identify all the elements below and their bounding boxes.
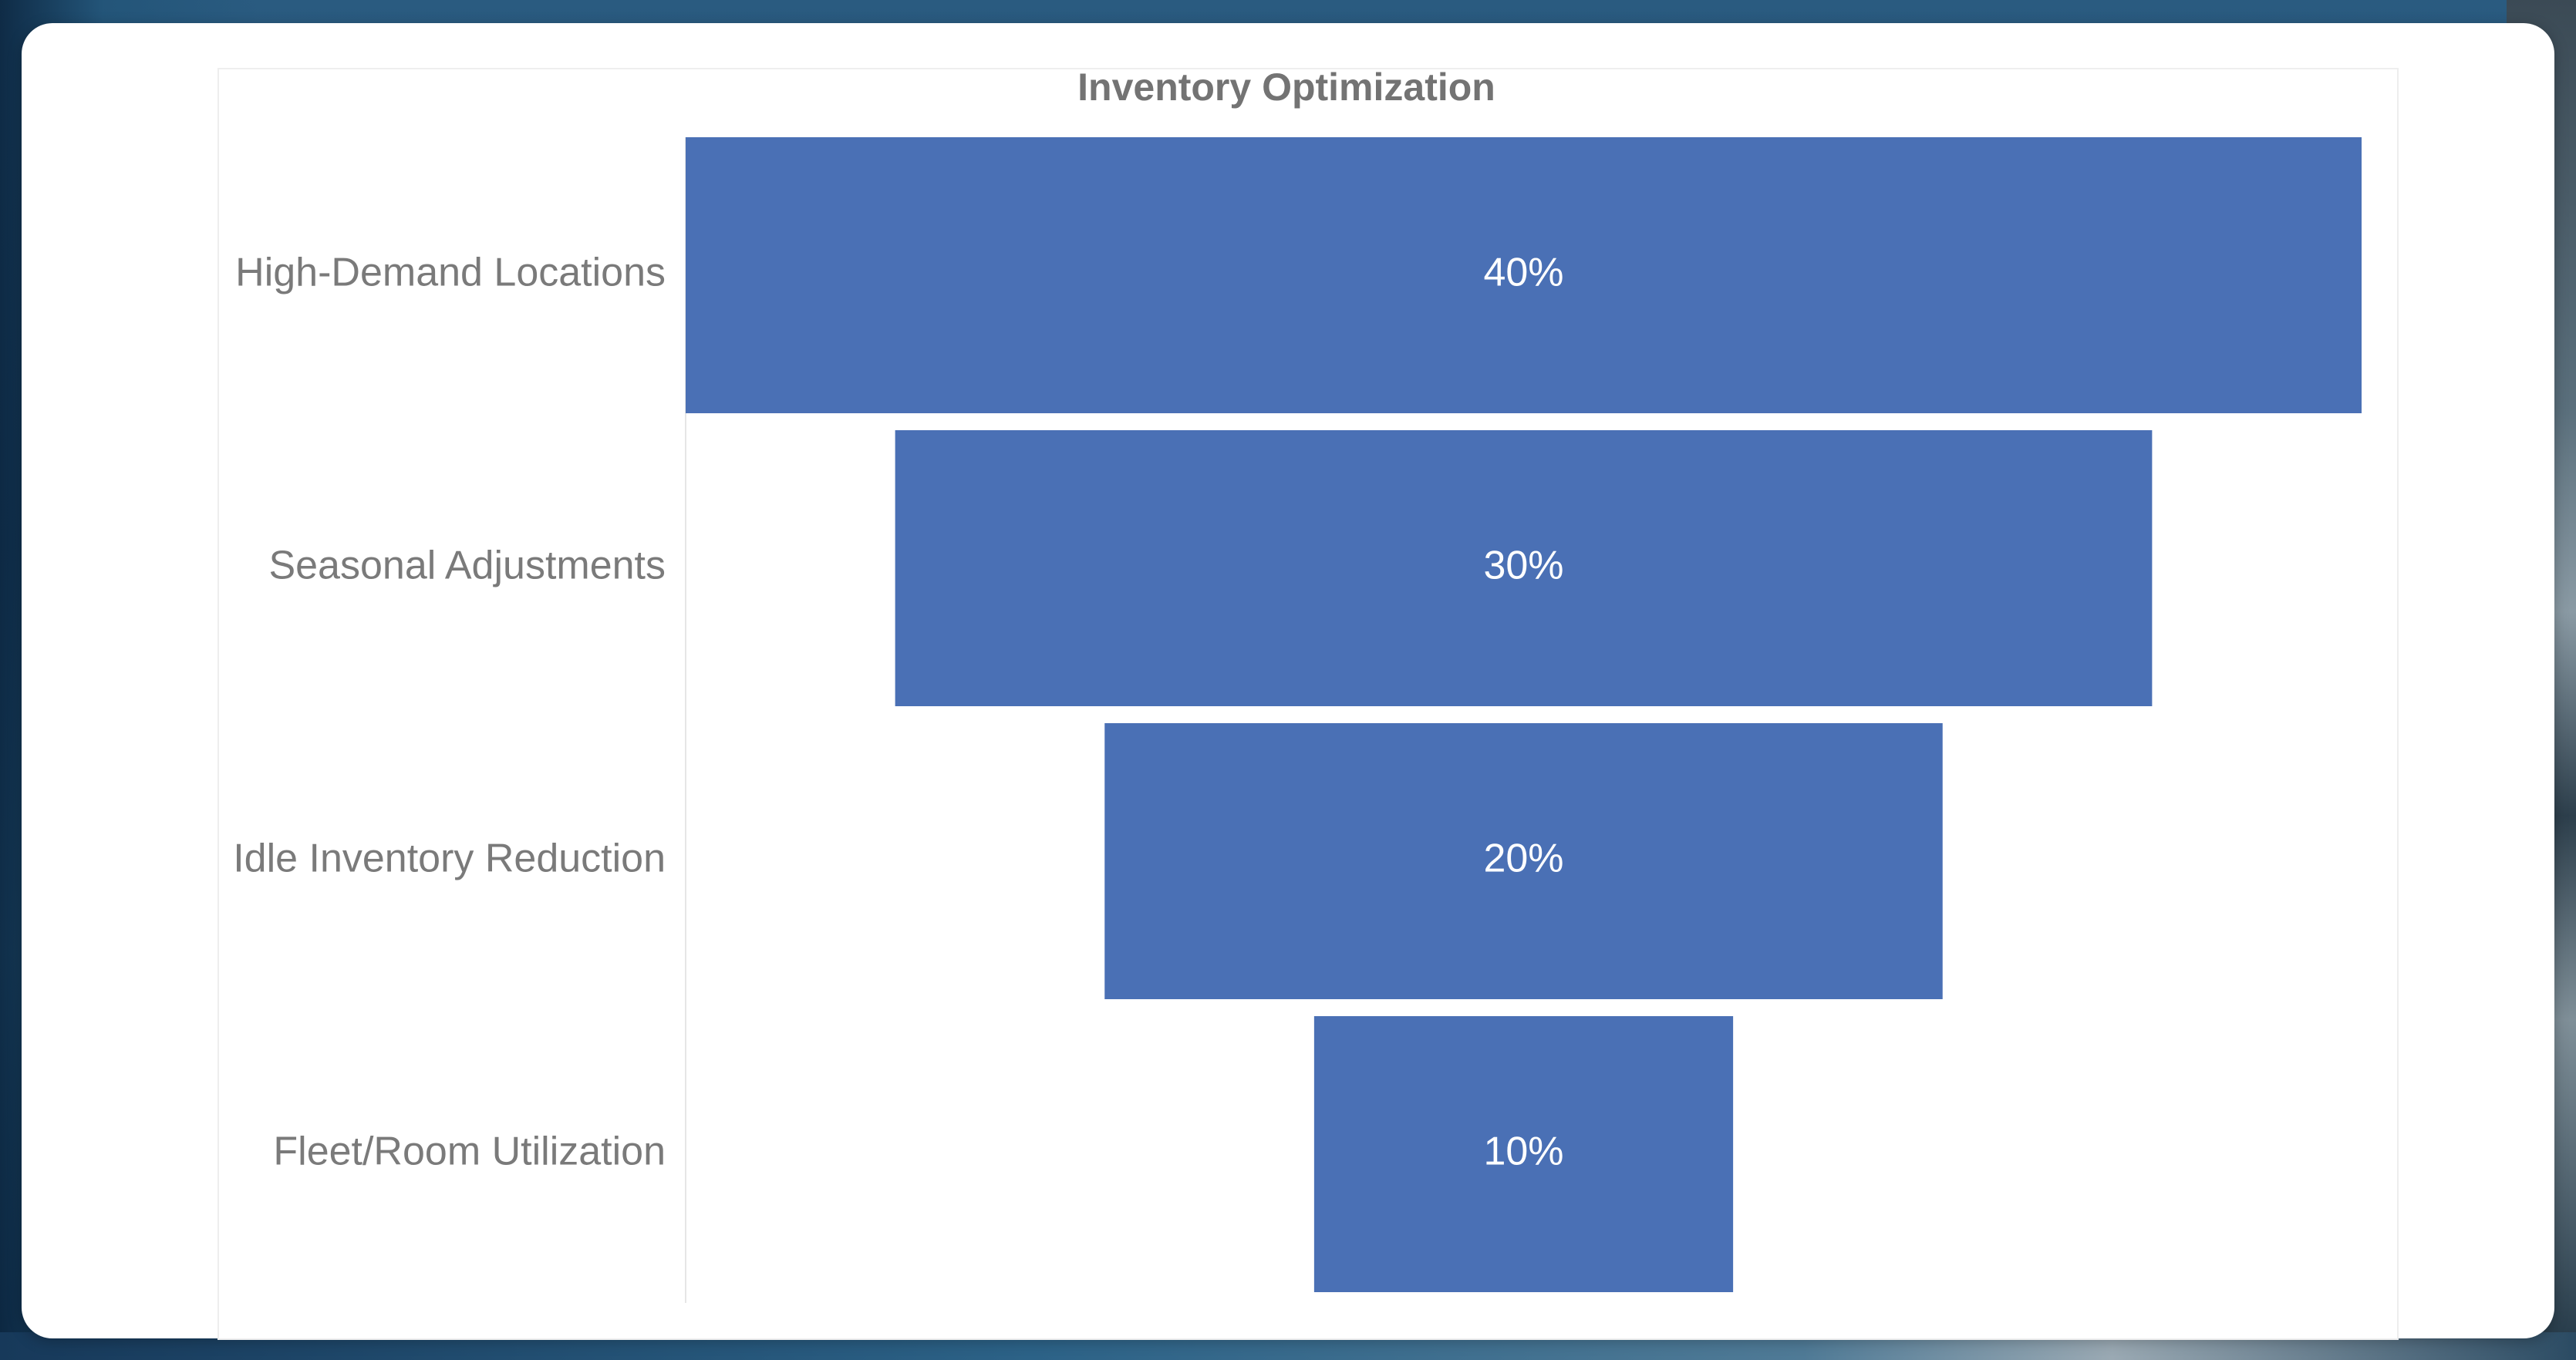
funnel-bars [686, 137, 2362, 1292]
chart-area-border [217, 68, 2399, 1340]
category-label: High-Demand Locations [235, 251, 666, 295]
data-label: 40% [1483, 251, 1563, 295]
category-label: Seasonal Adjustments [268, 544, 666, 588]
funnel-bar [1313, 1016, 1734, 1292]
category-label: Fleet/Room Utilization [273, 1129, 666, 1174]
data-label: 30% [1483, 544, 1563, 588]
category-label: Idle Inventory Reduction [233, 837, 666, 881]
data-label: 10% [1483, 1129, 1563, 1174]
category-labels: High-Demand Locations Seasonal Adjustment… [233, 251, 666, 1174]
chart-card: Inventory Optimization High-Demand Locat… [22, 23, 2554, 1340]
funnel-bar [1104, 723, 1943, 999]
data-labels: 40% 30% 20% 10% [1483, 251, 1563, 1174]
funnel-chart: Inventory Optimization High-Demand Locat… [233, 66, 2362, 1303]
funnel-bar [686, 137, 2362, 413]
funnel-bar [895, 430, 2153, 706]
chart-title: Inventory Optimization [1077, 66, 1495, 109]
data-label: 20% [1483, 837, 1563, 881]
